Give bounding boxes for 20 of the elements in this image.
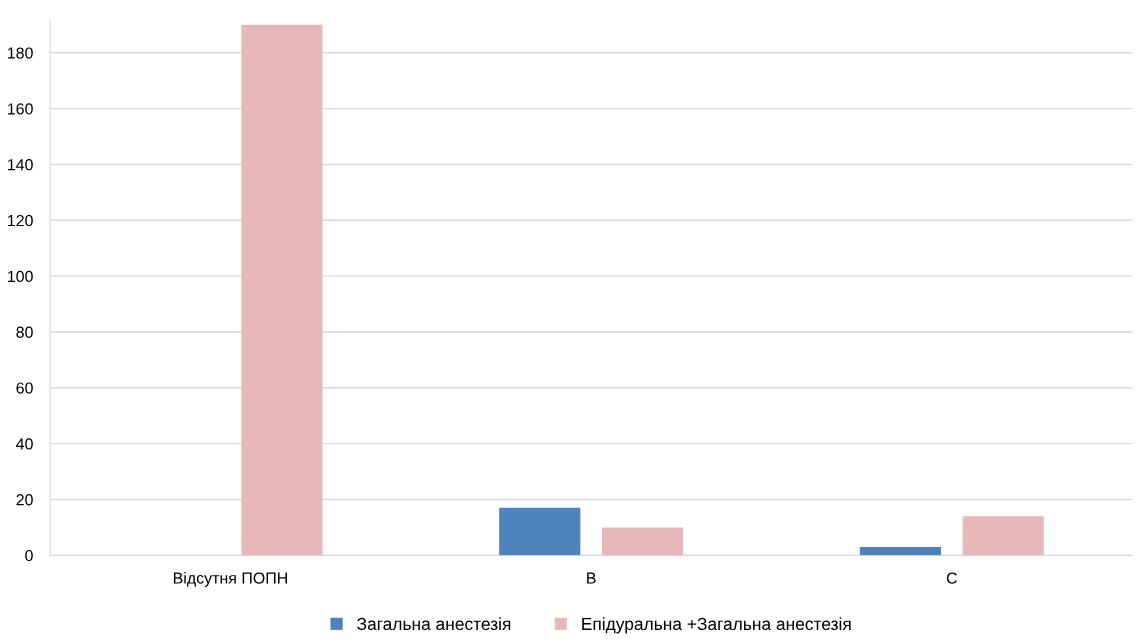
y-tick-label: 140 (8, 159, 33, 171)
legend-label: Епідуральна +Загальна анестезія (582, 617, 851, 634)
y-tick-label: 60 (16, 382, 33, 394)
legend-label: Загальна анестезія (357, 617, 511, 631)
y-tick-label: 20 (16, 494, 33, 506)
bar (601, 527, 684, 556)
y-tick-label: 100 (8, 270, 33, 283)
x-tick-label: C (946, 572, 957, 584)
x-tick-label: Відсутня ПОПН (173, 572, 287, 587)
bar (859, 546, 941, 556)
y-tick-label: 120 (8, 214, 33, 227)
y-tick-label: 180 (8, 47, 33, 59)
y-tick-label: 0 (25, 549, 33, 562)
bar (241, 24, 323, 556)
y-tick-label: 160 (8, 103, 33, 115)
y-tick-label: 80 (16, 326, 33, 338)
y-tick-label: 40 (16, 438, 33, 450)
x-tick-label: B (587, 572, 596, 584)
bar (962, 516, 1044, 556)
bar (499, 507, 581, 556)
